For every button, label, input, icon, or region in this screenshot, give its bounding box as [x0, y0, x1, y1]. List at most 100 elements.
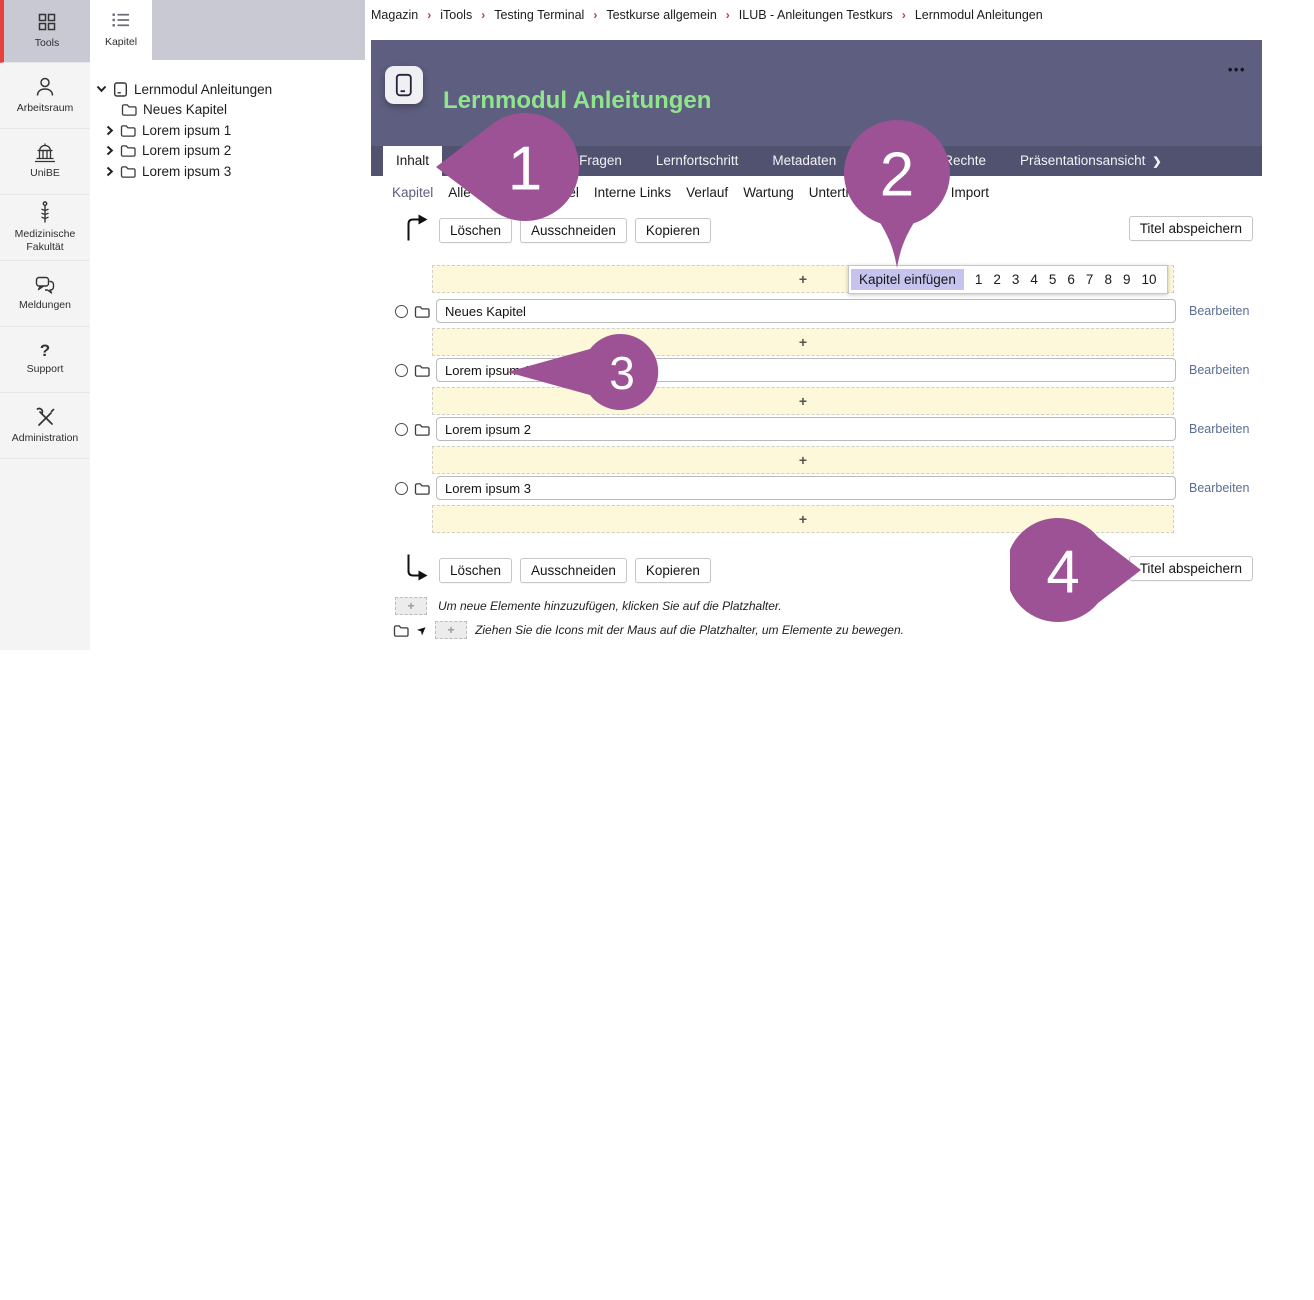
- edit-link[interactable]: Bearbeiten: [1189, 422, 1250, 436]
- subtab-interne-links[interactable]: Interne Links: [593, 185, 672, 200]
- folder-icon[interactable]: [414, 423, 430, 436]
- chevron-right-icon[interactable]: [106, 166, 114, 177]
- tab-inhalt[interactable]: Inhalt: [383, 146, 443, 176]
- insert-count-9[interactable]: 9: [1122, 272, 1131, 287]
- subtab-alle-titel[interactable]: Alle Titel: [527, 185, 579, 200]
- insert-placeholder[interactable]: +: [432, 387, 1174, 415]
- rail-item-unibe[interactable]: UniBE: [0, 129, 90, 195]
- tree-node-root[interactable]: Lernmodul Anleitungen: [94, 79, 365, 100]
- chevron-down-icon[interactable]: [96, 85, 107, 93]
- breadcrumb-link[interactable]: Magazin: [371, 8, 419, 22]
- bottom-toolbar: Löschen Ausschneiden Kopieren: [403, 554, 711, 586]
- rail-label: Tools: [34, 37, 60, 50]
- breadcrumb-separator: ›: [427, 8, 432, 22]
- insert-count-5[interactable]: 5: [1048, 272, 1057, 287]
- chapter-tree: Lernmodul Anleitungen Neues Kapitel: [90, 60, 365, 182]
- tab-rechte[interactable]: Rechte: [943, 153, 987, 168]
- rail-item-support[interactable]: ? Support: [0, 327, 90, 393]
- subtab-kapitel[interactable]: Kapitel: [392, 185, 434, 200]
- subtab-verlauf[interactable]: Verlauf: [686, 185, 729, 200]
- subtab-untertitel-medien[interactable]: Untertitel Medien: [808, 185, 911, 200]
- arrow-bend-up-right-icon: [403, 214, 428, 246]
- insert-count-2[interactable]: 2: [993, 272, 1001, 287]
- subtab-wartung[interactable]: Wartung: [743, 185, 794, 200]
- breadcrumb-link[interactable]: Testing Terminal: [494, 8, 585, 22]
- chapter-row: Bearbeiten: [395, 415, 1249, 443]
- main-content: Magazin › iTools › Testing Terminal › Te…: [371, 0, 1262, 700]
- rail-item-arbeitsraum[interactable]: Arbeitsraum: [0, 63, 90, 129]
- folder-icon[interactable]: [414, 305, 430, 318]
- learning-module-icon: [113, 82, 128, 97]
- rail-item-medizinische-fakultaet[interactable]: Medizinische Fakultät: [0, 195, 90, 261]
- chevron-right-icon[interactable]: [106, 145, 114, 156]
- tab-einstellungen[interactable]: Einstellungen: [464, 153, 546, 168]
- tab-kapitel-tree[interactable]: Kapitel: [90, 0, 152, 60]
- copy-button[interactable]: Kopieren: [634, 217, 711, 243]
- save-titles-button[interactable]: Titel abspeichern: [1128, 216, 1253, 241]
- tree-node-lorem-ipsum-3[interactable]: Lorem ipsum 3: [94, 161, 365, 182]
- edit-link[interactable]: Bearbeiten: [1189, 363, 1250, 377]
- cut-button[interactable]: Ausschneiden: [520, 557, 627, 583]
- tab-export[interactable]: Export: [870, 153, 910, 168]
- tab-praesentationsansicht[interactable]: Präsentationsansicht ❯: [1020, 146, 1162, 176]
- tree-node-neues-kapitel[interactable]: Neues Kapitel: [94, 100, 365, 121]
- chapter-title-input[interactable]: [436, 358, 1176, 382]
- tab-lernfortschritt[interactable]: Lernfortschritt: [655, 153, 739, 168]
- insert-count-6[interactable]: 6: [1067, 272, 1075, 287]
- edit-link[interactable]: Bearbeiten: [1189, 481, 1250, 495]
- insert-count-4[interactable]: 4: [1030, 272, 1038, 287]
- breadcrumb-link[interactable]: iTools: [440, 8, 473, 22]
- edit-link[interactable]: Bearbeiten: [1189, 304, 1250, 318]
- chapter-checkbox[interactable]: [395, 422, 408, 436]
- tree-node-label[interactable]: Lorem ipsum 1: [142, 122, 232, 138]
- insert-placeholder[interactable]: +: [432, 505, 1174, 533]
- copy-button[interactable]: Kopieren: [634, 557, 711, 583]
- breadcrumb-link[interactable]: Testkurse allgemein: [606, 8, 717, 22]
- breadcrumb-link[interactable]: ILUB - Anleitungen Testkurs: [738, 8, 893, 22]
- tree-node-label[interactable]: Neues Kapitel: [143, 102, 228, 118]
- folder-icon[interactable]: [414, 482, 430, 495]
- cut-button[interactable]: Ausschneiden: [520, 217, 627, 243]
- tree-node-label[interactable]: Lorem ipsum 2: [142, 143, 232, 159]
- breadcrumb-separator: ›: [481, 8, 486, 22]
- chapter-checkbox[interactable]: [395, 363, 408, 377]
- subtab-alle-seiten[interactable]: Alle Seiten: [448, 185, 513, 200]
- chapter-title-input[interactable]: [436, 476, 1176, 500]
- insert-count-8[interactable]: 8: [1104, 272, 1112, 287]
- chapter-checkbox[interactable]: [395, 304, 408, 318]
- rail-label: Support: [26, 363, 64, 376]
- tab-metadaten[interactable]: Metadaten: [772, 153, 837, 168]
- chapter-title-input[interactable]: [436, 299, 1176, 323]
- rail-item-administration[interactable]: Administration: [0, 393, 90, 459]
- insert-count-1[interactable]: 1: [974, 272, 983, 287]
- tree-node-lorem-ipsum-1[interactable]: Lorem ipsum 1: [94, 120, 365, 141]
- chapter-row: Bearbeiten: [395, 474, 1249, 502]
- chapter-row: Bearbeiten: [395, 356, 1249, 384]
- chevron-right-icon[interactable]: [106, 125, 114, 136]
- breadcrumb-separator: ›: [593, 8, 598, 22]
- tree-node-label[interactable]: Lorem ipsum 3: [142, 163, 232, 179]
- insert-placeholder[interactable]: +: [432, 328, 1174, 356]
- actions-ellipsis-button[interactable]: •••: [1227, 62, 1246, 77]
- breadcrumb: Magazin › iTools › Testing Terminal › Te…: [371, 8, 1043, 22]
- rail-item-meldungen[interactable]: Meldungen: [0, 261, 90, 327]
- delete-button[interactable]: Löschen: [439, 217, 513, 243]
- delete-button[interactable]: Löschen: [439, 557, 513, 583]
- insert-placeholder[interactable]: +: [432, 446, 1174, 474]
- save-titles-button[interactable]: Titel abspeichern: [1128, 556, 1253, 581]
- tree-node-label[interactable]: Lernmodul Anleitungen: [134, 81, 273, 97]
- insert-count-10[interactable]: 10: [1141, 272, 1157, 287]
- rail-item-tools[interactable]: Tools: [0, 0, 90, 63]
- learning-module-badge: [385, 66, 423, 104]
- chapter-checkbox[interactable]: [395, 481, 408, 495]
- tab-fragen[interactable]: Fragen: [579, 153, 622, 168]
- chapter-title-input[interactable]: [436, 417, 1176, 441]
- insert-count-7[interactable]: 7: [1085, 272, 1094, 287]
- folder-icon[interactable]: [414, 364, 430, 377]
- tree-node-lorem-ipsum-2[interactable]: Lorem ipsum 2: [94, 141, 365, 162]
- insert-count-3[interactable]: 3: [1011, 272, 1020, 287]
- insert-chapter-option[interactable]: Kapitel einfügen: [851, 269, 964, 290]
- subtab-import[interactable]: Import: [950, 185, 990, 200]
- help-text: Ziehen Sie die Icons mit der Maus auf di…: [475, 623, 904, 637]
